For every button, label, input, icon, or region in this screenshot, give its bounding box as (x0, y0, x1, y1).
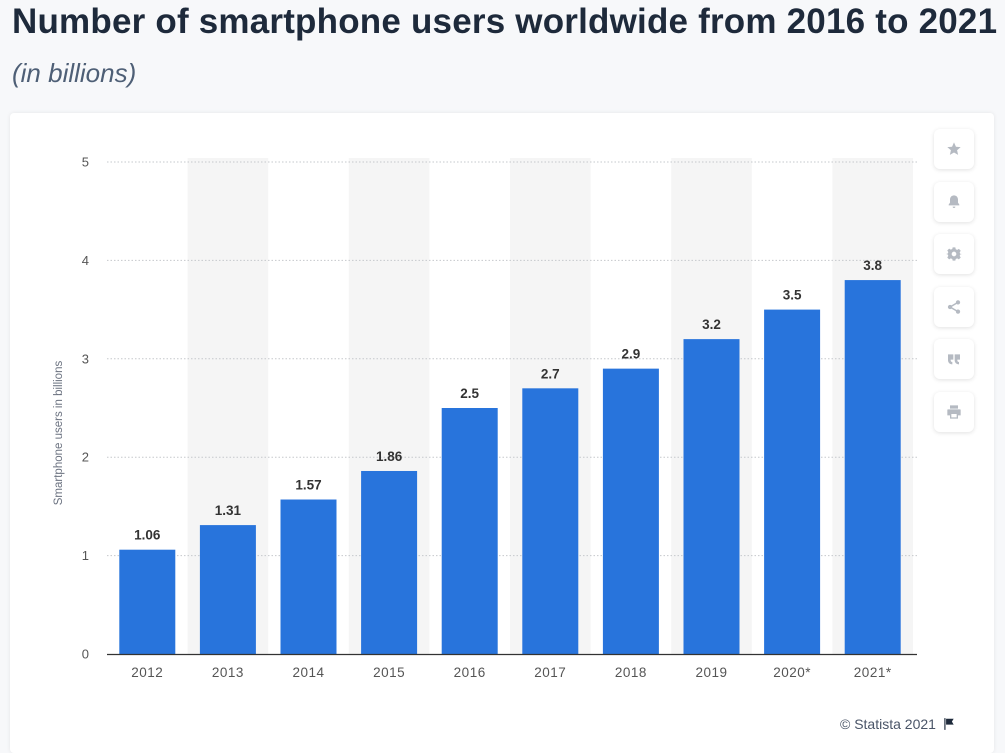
x-tick-label: 2021* (854, 665, 892, 680)
x-tick-label: 2018 (615, 665, 647, 680)
x-tick-label: 2020* (773, 665, 811, 680)
bell-icon (948, 194, 960, 208)
value-label: 3.2 (702, 317, 721, 332)
x-tick-label: 2015 (373, 665, 405, 680)
y-axis-ticks: 0 1 2 3 4 5 (82, 155, 89, 662)
value-label: 2.5 (460, 386, 479, 401)
copyright-text: © Statista 2021 (840, 716, 936, 732)
value-label: 3.5 (783, 288, 802, 303)
page-subtitle: (in billions) (12, 58, 137, 88)
value-label: 2.7 (541, 366, 560, 381)
gear-icon (946, 247, 962, 261)
value-label: 1.57 (295, 478, 321, 493)
bar (602, 368, 659, 654)
value-labels: 1.06 1.31 1.57 1.86 2.5 2.7 2.9 3.2 3.5 3.8 (134, 258, 882, 543)
x-tick-label: 2019 (695, 665, 727, 680)
share-icon (947, 299, 961, 314)
bar (119, 549, 176, 654)
x-tick-label: 2013 (212, 665, 244, 680)
bar (522, 388, 579, 654)
notification-button[interactable] (934, 181, 974, 222)
y-tick-label: 1 (82, 548, 89, 563)
value-label: 1.86 (376, 449, 403, 464)
value-label: 2.9 (622, 347, 641, 362)
favorite-button[interactable] (934, 129, 974, 169)
bar (361, 470, 418, 654)
x-tick-label: 2016 (454, 665, 486, 680)
bar-chart: 1.061.311.571.862.52.72.93.23.53.8 2012 2… (53, 155, 917, 680)
bar (844, 280, 901, 654)
y-tick-label: 4 (82, 253, 89, 268)
quote-icon (948, 354, 960, 365)
print-button[interactable] (934, 391, 974, 432)
y-tick-label: 3 (82, 351, 89, 366)
y-axis-title: Smartphone users in billions (53, 361, 65, 506)
x-tick-label: 2014 (292, 665, 324, 680)
x-tick-label: 2012 (131, 665, 163, 680)
bar (441, 408, 498, 654)
y-tick-label: 2 (82, 450, 89, 465)
value-label: 1.31 (215, 503, 242, 518)
bars (119, 280, 901, 654)
share-button[interactable] (934, 286, 974, 327)
y-tick-label: 5 (82, 155, 89, 170)
settings-button[interactable] (934, 234, 974, 274)
bar (199, 525, 256, 654)
y-tick-label: 0 (82, 647, 89, 662)
bar (683, 339, 740, 654)
page-title: Number of smartphone users worldwide fro… (12, 2, 998, 41)
chart-card: 1.06 1.31 1.57 1.86 2.5 2.7 2.9 3.2 3.5 3.8 2012 2… (10, 113, 994, 753)
x-tick-label: 2017 (534, 665, 566, 680)
bar (280, 499, 337, 654)
value-label: 1.06 (134, 528, 161, 543)
x-axis-ticks: 2012 2013 2014 2015 2016 2017 2018 2019 2020* 202… (131, 665, 892, 680)
copyright-notice[interactable]: © Statista 2021 (840, 716, 956, 732)
star-icon (947, 142, 961, 155)
value-label: 3.8 (863, 258, 882, 273)
bar (764, 309, 821, 654)
print-icon (947, 404, 961, 419)
chart-toolbar (934, 129, 976, 444)
flag-icon (944, 718, 954, 730)
cite-button[interactable] (934, 339, 974, 379)
